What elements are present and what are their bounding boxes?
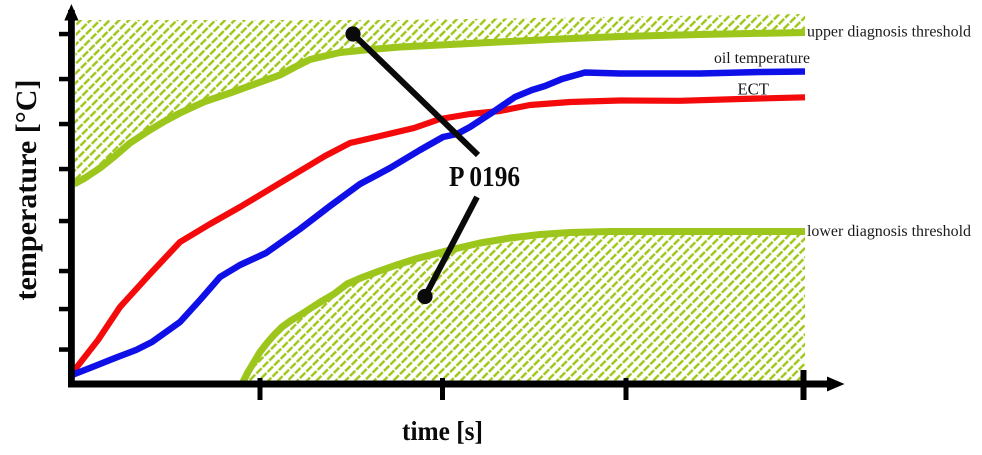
svg-text:lower diagnosis threshold: lower diagnosis threshold	[807, 223, 971, 240]
svg-text:upper diagnosis threshold: upper diagnosis threshold	[807, 23, 971, 40]
svg-text:temperature [°C]: temperature [°C]	[10, 80, 43, 301]
svg-text:ECT: ECT	[738, 79, 770, 98]
svg-text:P 0196: P 0196	[449, 161, 520, 193]
svg-text:time [s]: time [s]	[402, 416, 483, 446]
svg-text:oil temperature: oil temperature	[714, 50, 810, 67]
